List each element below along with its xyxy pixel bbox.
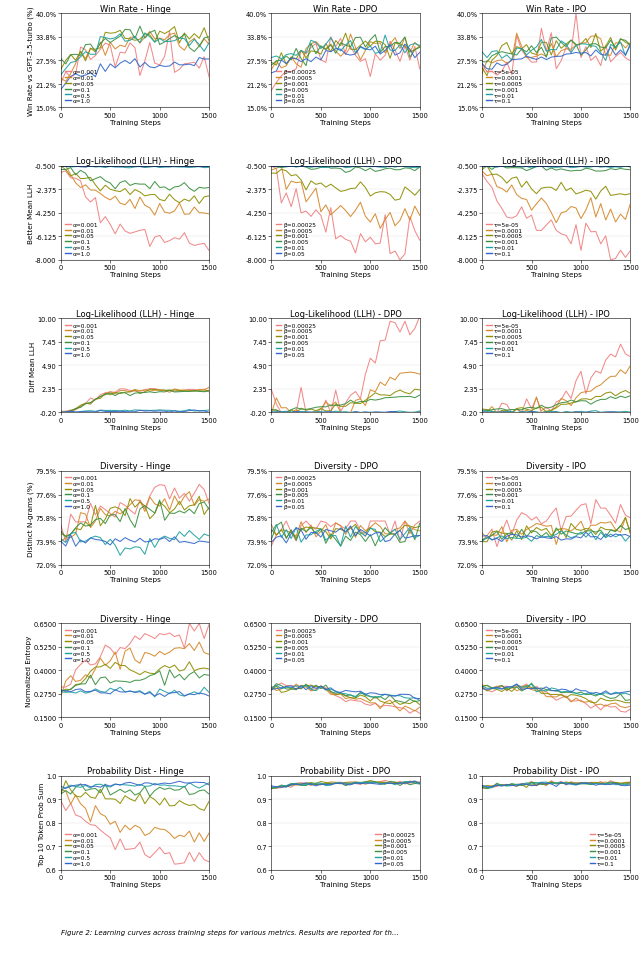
Y-axis label: Normalized Entropy: Normalized Entropy: [26, 635, 32, 706]
Title: Probability Dist - Hinge: Probability Dist - Hinge: [86, 766, 184, 776]
X-axis label: Training Steps: Training Steps: [531, 577, 582, 582]
Legend: β=0.00025, β=0.0005, β=0.001, β=0.005, β=0.01, β=0.05: β=0.00025, β=0.0005, β=0.001, β=0.005, β…: [275, 322, 317, 358]
Title: Log-Likelihood (LLH) - DPO: Log-Likelihood (LLH) - DPO: [290, 309, 401, 318]
Y-axis label: Distinct N-grams (%): Distinct N-grams (%): [28, 480, 34, 556]
X-axis label: Training Steps: Training Steps: [320, 272, 371, 278]
Legend: τ=5e-05, τ=0.0001, τ=0.0005, τ=0.001, τ=0.01, τ=0.1: τ=5e-05, τ=0.0001, τ=0.0005, τ=0.001, τ=…: [485, 475, 524, 510]
Legend: α=0.001, α=0.01, α=0.05, α=0.1, α=0.5, α=1.0: α=0.001, α=0.01, α=0.05, α=0.1, α=0.5, α…: [64, 830, 99, 867]
Legend: α=0.001, α=0.01, α=0.05, α=0.1, α=0.5, α=1.0: α=0.001, α=0.01, α=0.05, α=0.1, α=0.5, α…: [64, 69, 99, 106]
Title: Win Rate - IPO: Win Rate - IPO: [526, 5, 586, 13]
X-axis label: Training Steps: Training Steps: [531, 881, 582, 888]
Legend: β=0.00025, β=0.0005, β=0.001, β=0.005, β=0.01, β=0.05: β=0.00025, β=0.0005, β=0.001, β=0.005, β…: [275, 475, 317, 510]
Legend: τ=5e-05, τ=0.0001, τ=0.0005, τ=0.001, τ=0.01, τ=0.1: τ=5e-05, τ=0.0001, τ=0.0005, τ=0.001, τ=…: [485, 627, 524, 663]
Legend: α=0.001, α=0.01, α=0.05, α=0.1, α=0.5, α=1.0: α=0.001, α=0.01, α=0.05, α=0.1, α=0.5, α…: [64, 221, 99, 258]
X-axis label: Training Steps: Training Steps: [109, 272, 161, 278]
X-axis label: Training Steps: Training Steps: [109, 425, 161, 431]
X-axis label: Training Steps: Training Steps: [109, 729, 161, 735]
Legend: β=0.00025, β=0.0005, β=0.001, β=0.005, β=0.01, β=0.05: β=0.00025, β=0.0005, β=0.001, β=0.005, β…: [275, 221, 317, 258]
X-axis label: Training Steps: Training Steps: [109, 881, 161, 888]
Title: Probability Dist - DPO: Probability Dist - DPO: [300, 766, 391, 776]
Y-axis label: Win Rate vs GPT-3.5-turbo (%): Win Rate vs GPT-3.5-turbo (%): [28, 7, 34, 116]
Text: Figure 2: Learning curves across training steps for various metrics. Results are: Figure 2: Learning curves across trainin…: [61, 928, 399, 934]
Title: Diversity - DPO: Diversity - DPO: [314, 461, 378, 471]
Title: Diversity - Hinge: Diversity - Hinge: [100, 461, 170, 471]
Title: Log-Likelihood (LLH) - IPO: Log-Likelihood (LLH) - IPO: [502, 157, 610, 166]
Legend: β=0.00025, β=0.0005, β=0.001, β=0.005, β=0.01, β=0.05: β=0.00025, β=0.0005, β=0.001, β=0.005, β…: [275, 69, 317, 106]
Y-axis label: Better Mean LLH: Better Mean LLH: [28, 184, 34, 244]
Legend: τ=5e-05, τ=0.0001, τ=0.0005, τ=0.001, τ=0.01, τ=0.1: τ=5e-05, τ=0.0001, τ=0.0005, τ=0.001, τ=…: [485, 221, 524, 258]
X-axis label: Training Steps: Training Steps: [109, 577, 161, 582]
Title: Diversity - DPO: Diversity - DPO: [314, 614, 378, 623]
Legend: α=0.001, α=0.01, α=0.05, α=0.1, α=0.5, α=1.0: α=0.001, α=0.01, α=0.05, α=0.1, α=0.5, α…: [64, 322, 99, 358]
Title: Diversity - IPO: Diversity - IPO: [526, 461, 586, 471]
X-axis label: Training Steps: Training Steps: [320, 881, 371, 888]
X-axis label: Training Steps: Training Steps: [320, 425, 371, 431]
Legend: τ=5e-05, τ=0.0001, τ=0.0005, τ=0.001, τ=0.01, τ=0.1: τ=5e-05, τ=0.0001, τ=0.0005, τ=0.001, τ=…: [485, 69, 524, 106]
X-axis label: Training Steps: Training Steps: [531, 272, 582, 278]
Title: Log-Likelihood (LLH) - Hinge: Log-Likelihood (LLH) - Hinge: [76, 309, 194, 318]
Title: Probability Dist - IPO: Probability Dist - IPO: [513, 766, 600, 776]
Legend: τ=5e-05, τ=0.0001, τ=0.0005, τ=0.001, τ=0.01, τ=0.1: τ=5e-05, τ=0.0001, τ=0.0005, τ=0.001, τ=…: [588, 830, 627, 867]
Title: Win Rate - Hinge: Win Rate - Hinge: [100, 5, 170, 13]
X-axis label: Training Steps: Training Steps: [531, 120, 582, 126]
Title: Log-Likelihood (LLH) - Hinge: Log-Likelihood (LLH) - Hinge: [76, 157, 194, 166]
X-axis label: Training Steps: Training Steps: [109, 120, 161, 126]
Legend: β=0.00025, β=0.0005, β=0.001, β=0.005, β=0.01, β=0.05: β=0.00025, β=0.0005, β=0.001, β=0.005, β…: [374, 830, 417, 867]
Title: Diversity - IPO: Diversity - IPO: [526, 614, 586, 623]
Legend: β=0.00025, β=0.0005, β=0.001, β=0.005, β=0.01, β=0.05: β=0.00025, β=0.0005, β=0.001, β=0.005, β…: [275, 627, 317, 663]
Title: Log-Likelihood (LLH) - IPO: Log-Likelihood (LLH) - IPO: [502, 309, 610, 318]
X-axis label: Training Steps: Training Steps: [320, 120, 371, 126]
X-axis label: Training Steps: Training Steps: [320, 577, 371, 582]
Legend: τ=5e-05, τ=0.0001, τ=0.0005, τ=0.001, τ=0.01, τ=0.1: τ=5e-05, τ=0.0001, τ=0.0005, τ=0.001, τ=…: [485, 322, 524, 358]
Title: Log-Likelihood (LLH) - DPO: Log-Likelihood (LLH) - DPO: [290, 157, 401, 166]
X-axis label: Training Steps: Training Steps: [531, 729, 582, 735]
Y-axis label: Diff Mean LLH: Diff Mean LLH: [30, 341, 36, 391]
X-axis label: Training Steps: Training Steps: [320, 729, 371, 735]
Legend: α=0.001, α=0.01, α=0.05, α=0.1, α=0.5, α=1.0: α=0.001, α=0.01, α=0.05, α=0.1, α=0.5, α…: [64, 627, 99, 663]
Title: Win Rate - DPO: Win Rate - DPO: [314, 5, 378, 13]
X-axis label: Training Steps: Training Steps: [531, 425, 582, 431]
Title: Diversity - Hinge: Diversity - Hinge: [100, 614, 170, 623]
Y-axis label: Top 10 Token Prob Sum: Top 10 Token Prob Sum: [38, 781, 45, 865]
Legend: α=0.001, α=0.01, α=0.05, α=0.1, α=0.5, α=1.0: α=0.001, α=0.01, α=0.05, α=0.1, α=0.5, α…: [64, 475, 99, 510]
